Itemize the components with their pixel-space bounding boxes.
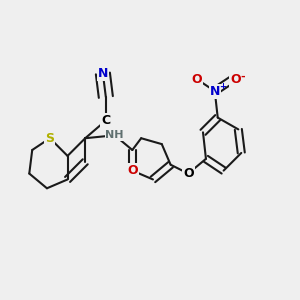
Text: O: O [192, 73, 203, 86]
Text: O: O [230, 73, 241, 86]
Text: NH: NH [105, 130, 124, 140]
Text: N: N [210, 85, 220, 98]
Text: +: + [219, 82, 226, 91]
Text: O: O [183, 167, 194, 180]
Text: S: S [45, 132, 54, 145]
Text: O: O [127, 164, 138, 177]
Text: N: N [98, 67, 108, 80]
Text: -: - [240, 71, 245, 81]
Text: C: C [101, 114, 110, 127]
